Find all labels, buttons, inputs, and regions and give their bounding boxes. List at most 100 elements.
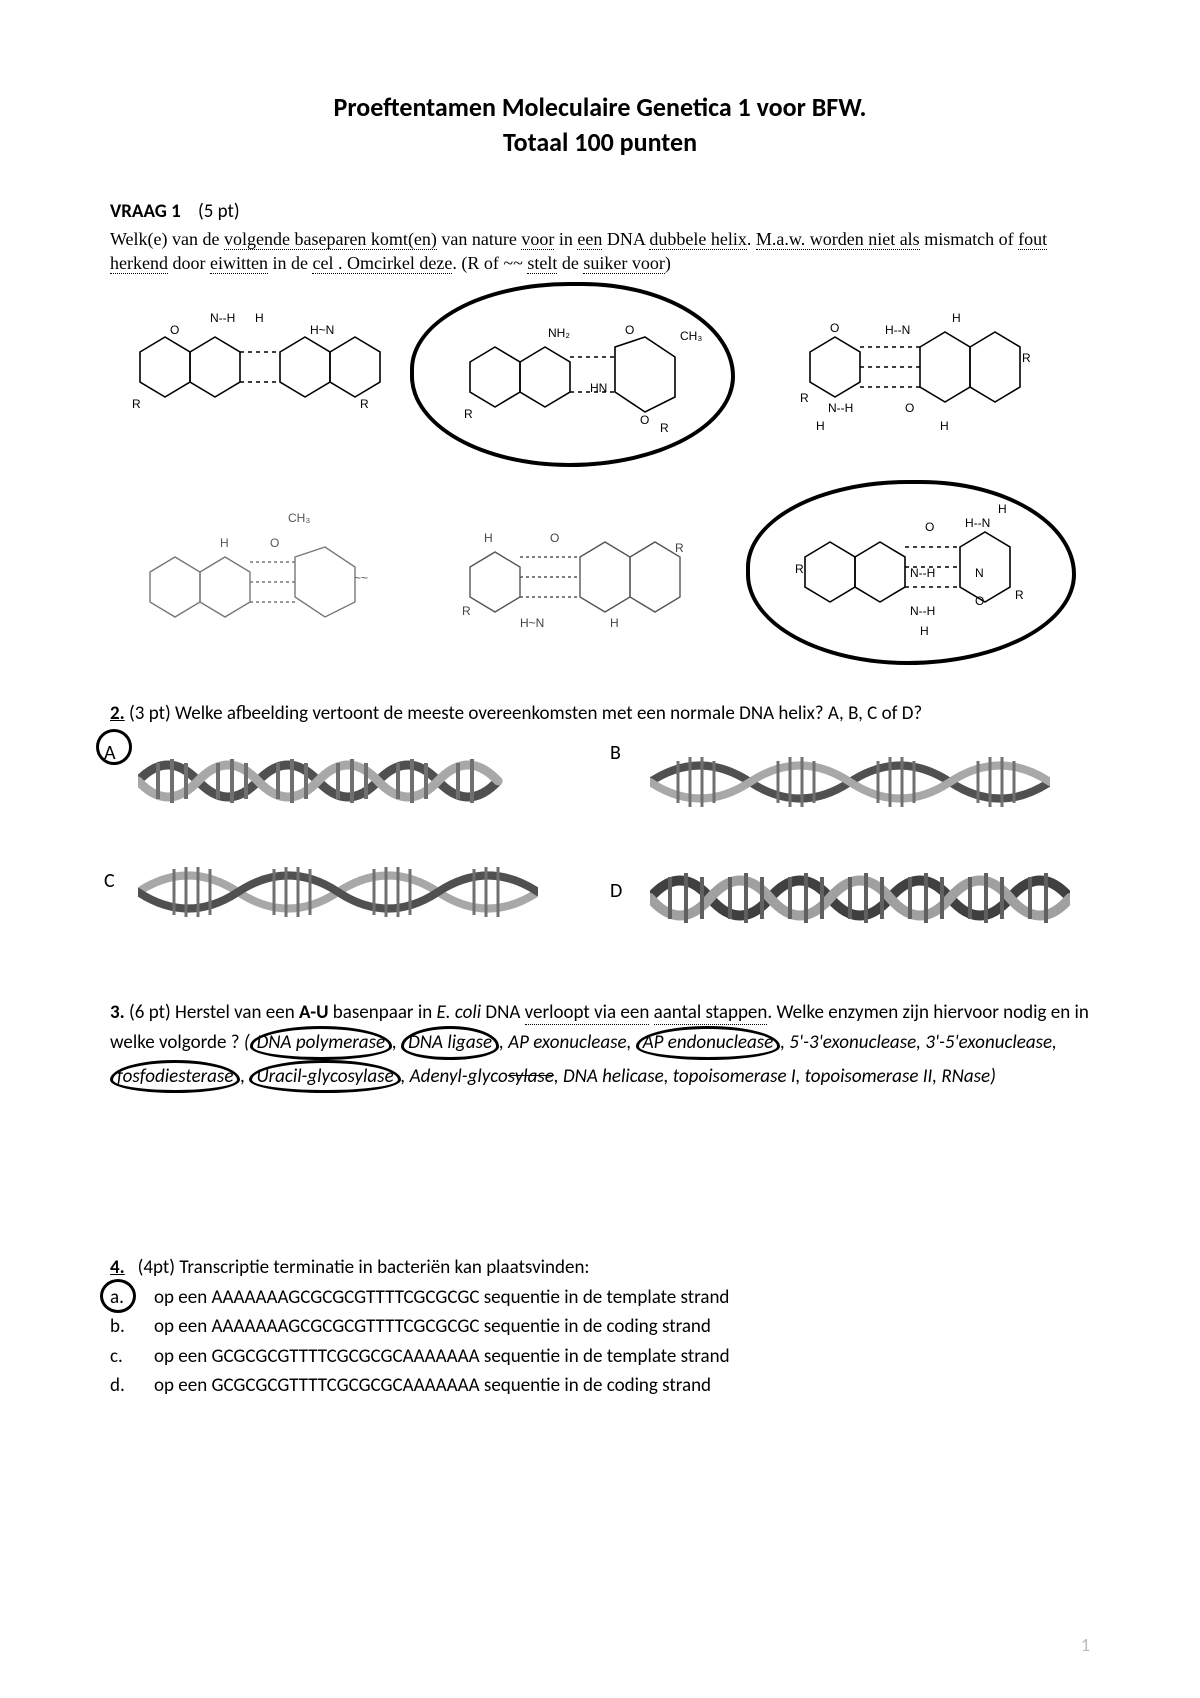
basepair-0-0: R R H N--H O H~N <box>110 292 390 442</box>
q4-text-d: op een GCGCGCGTTTTCGCGCGCAAAAAAA sequent… <box>154 1371 711 1400</box>
q1-t3: in <box>554 229 577 249</box>
q1-label: VRAAG 1 <box>110 200 181 223</box>
svg-text:H: H <box>610 616 619 630</box>
q3-u2: aantal stappen <box>654 1001 768 1025</box>
exam-title-block: Proeftentamen Moleculaire Genetica 1 voo… <box>110 90 1090 160</box>
q3-c4: , <box>780 1031 789 1054</box>
q3-e1: DNA polymerase <box>250 1026 392 1060</box>
svg-text:H: H <box>940 419 949 433</box>
q3-e8: sylase <box>508 1065 554 1088</box>
circle-mark-bp-0-1 <box>410 282 735 467</box>
q3-s2: basenpaar in <box>329 1001 437 1024</box>
q3-e7: Uracil-glycosylase <box>249 1060 400 1094</box>
q1-u4: dubbele helix <box>649 229 746 250</box>
svg-text:R: R <box>1022 351 1031 365</box>
q1-u3: een <box>577 229 602 250</box>
q1-t2: van nature <box>437 229 521 249</box>
q1-t7: door <box>168 253 210 273</box>
q3-b1: A-U <box>299 1001 329 1024</box>
q4-points: (4pt) <box>138 1256 175 1279</box>
svg-text:O: O <box>550 531 559 545</box>
svg-text:H~N: H~N <box>520 616 544 630</box>
svg-text:H: H <box>255 311 264 325</box>
q3-e2: DNA ligase <box>401 1026 499 1060</box>
q3-e4: AP endonuclease <box>636 1026 781 1060</box>
q4-letter-c: c. <box>110 1345 123 1368</box>
q3-i1: E. coli <box>437 1001 482 1024</box>
q1-t1: Welk(e) van de <box>110 229 224 249</box>
svg-text:H--N: H--N <box>885 323 910 337</box>
q4-text-a: op een AAAAAAAGCGCGCGTTTTCGCGCGC sequent… <box>154 1283 729 1312</box>
q3-s4 <box>649 1001 653 1024</box>
basepair-1-0: CH₃O H ~~ <box>120 492 400 652</box>
basepair-1-1: H O H~N H R R <box>420 497 720 657</box>
q4-text-b: op een AAAAAAAGCGCGCGTTTTCGCGCGC sequent… <box>154 1312 711 1341</box>
svg-text:O: O <box>905 401 914 415</box>
basepair-0-2: OH--NH N--HO RR HH <box>770 292 1070 452</box>
q1-t10: de <box>557 253 583 273</box>
q3-block: 3. (6 pt) Herstel van een A-U basenpaar … <box>110 999 1090 1094</box>
q4-opt-c: c. op een GCGCGCGTTTTCGCGCGCAAAAAAA sequ… <box>110 1342 1090 1371</box>
svg-text:CH₃: CH₃ <box>288 511 310 525</box>
title-line-1: Proeftentamen Moleculaire Genetica 1 voo… <box>110 90 1090 125</box>
q1-t8: in de <box>268 253 313 273</box>
svg-text:R: R <box>462 604 471 618</box>
q3-points: (6 pt) <box>129 1001 171 1024</box>
svg-text:H: H <box>484 531 493 545</box>
q2-prefix: 2. <box>110 702 125 725</box>
q4-letter-d: d. <box>110 1374 125 1397</box>
q2-points: (3 pt) <box>129 702 171 725</box>
svg-text:R: R <box>360 397 369 411</box>
q3-e3: AP exonuclease, <box>508 1031 636 1054</box>
q4-stem-row: 4. (4pt) Transcriptie terminatie in bact… <box>110 1253 1090 1282</box>
helix-D <box>650 861 1070 935</box>
q3-u1: verloopt via een <box>525 1001 650 1025</box>
q3-open: ( <box>244 1031 250 1054</box>
helix-B <box>650 747 1050 817</box>
q1-u2: voor <box>521 229 554 250</box>
q1-diagram-zone: RR HN--H OH~N NH₂OCH₃ HN RR O <box>110 292 1090 672</box>
circle-mark-A <box>96 729 132 765</box>
q3-e6: fosfodiesterase <box>110 1060 240 1094</box>
q1-u10: suiker voor <box>583 253 664 274</box>
q3-prefix: 3. <box>110 1001 125 1024</box>
q1-u9: stelt <box>527 253 557 274</box>
svg-text:N--H: N--H <box>210 311 235 325</box>
svg-text:R: R <box>132 397 141 411</box>
q3-tail: , DNA helicase, topoisomerase I, topoiso… <box>554 1065 996 1088</box>
q3-e5: 5'-3'exonuclease, 3'-5'exonuclease, <box>789 1031 1057 1054</box>
q1-t5: . <box>747 229 756 249</box>
q3-s3: DNA <box>481 1001 525 1024</box>
q4-opt-a: a. op een AAAAAAAGCGCGCGTTTTCGCGCGC sequ… <box>110 1283 1090 1312</box>
q3-s1: Herstel van een <box>175 1001 299 1024</box>
helix-label-C: C <box>104 869 115 893</box>
q4-text-c: op een GCGCGCGTTTTCGCGCGCAAAAAAA sequent… <box>154 1342 730 1371</box>
q1-u8: cel . Omcirkel deze <box>312 253 452 274</box>
q1-t6: mismatch of <box>920 229 1018 249</box>
q4-letter-b: b. <box>110 1315 125 1338</box>
svg-text:H: H <box>816 419 825 433</box>
q2-text: 2. (3 pt) Welke afbeelding vertoont de m… <box>110 702 1090 725</box>
svg-text:~~: ~~ <box>354 571 368 585</box>
svg-text:O: O <box>830 321 839 335</box>
svg-text:N--H: N--H <box>828 401 853 415</box>
q4-block: 4. (4pt) Transcriptie terminatie in bact… <box>110 1253 1090 1400</box>
q1-t4: DNA <box>602 229 649 249</box>
q4-opt-b: b. op een AAAAAAAGCGCGCGTTTTCGCGCGC sequ… <box>110 1312 1090 1341</box>
svg-text:H: H <box>220 536 229 550</box>
helix-label-D: D <box>610 879 622 903</box>
title-line-2: Totaal 100 punten <box>110 125 1090 160</box>
svg-text:R: R <box>675 541 684 555</box>
q3-c7: , Adenyl-glyco <box>401 1065 508 1088</box>
svg-text:O: O <box>170 323 179 337</box>
helix-C <box>138 857 538 927</box>
q1-u7: eiwitten <box>210 253 268 274</box>
q1-u1: volgende baseparen komt(en) <box>224 229 437 250</box>
q1-t9: . (R of ~~ <box>452 253 527 273</box>
q4-opt-d: d. op een GCGCGCGTTTTCGCGCGCAAAAAAA sequ… <box>110 1371 1090 1400</box>
helix-A <box>138 745 528 817</box>
q3-c6: , <box>240 1065 249 1088</box>
q1-points: (5 pt) <box>198 200 240 223</box>
q2-body: Welke afbeelding vertoont de meeste over… <box>175 702 922 725</box>
svg-text:H~N: H~N <box>310 323 334 337</box>
